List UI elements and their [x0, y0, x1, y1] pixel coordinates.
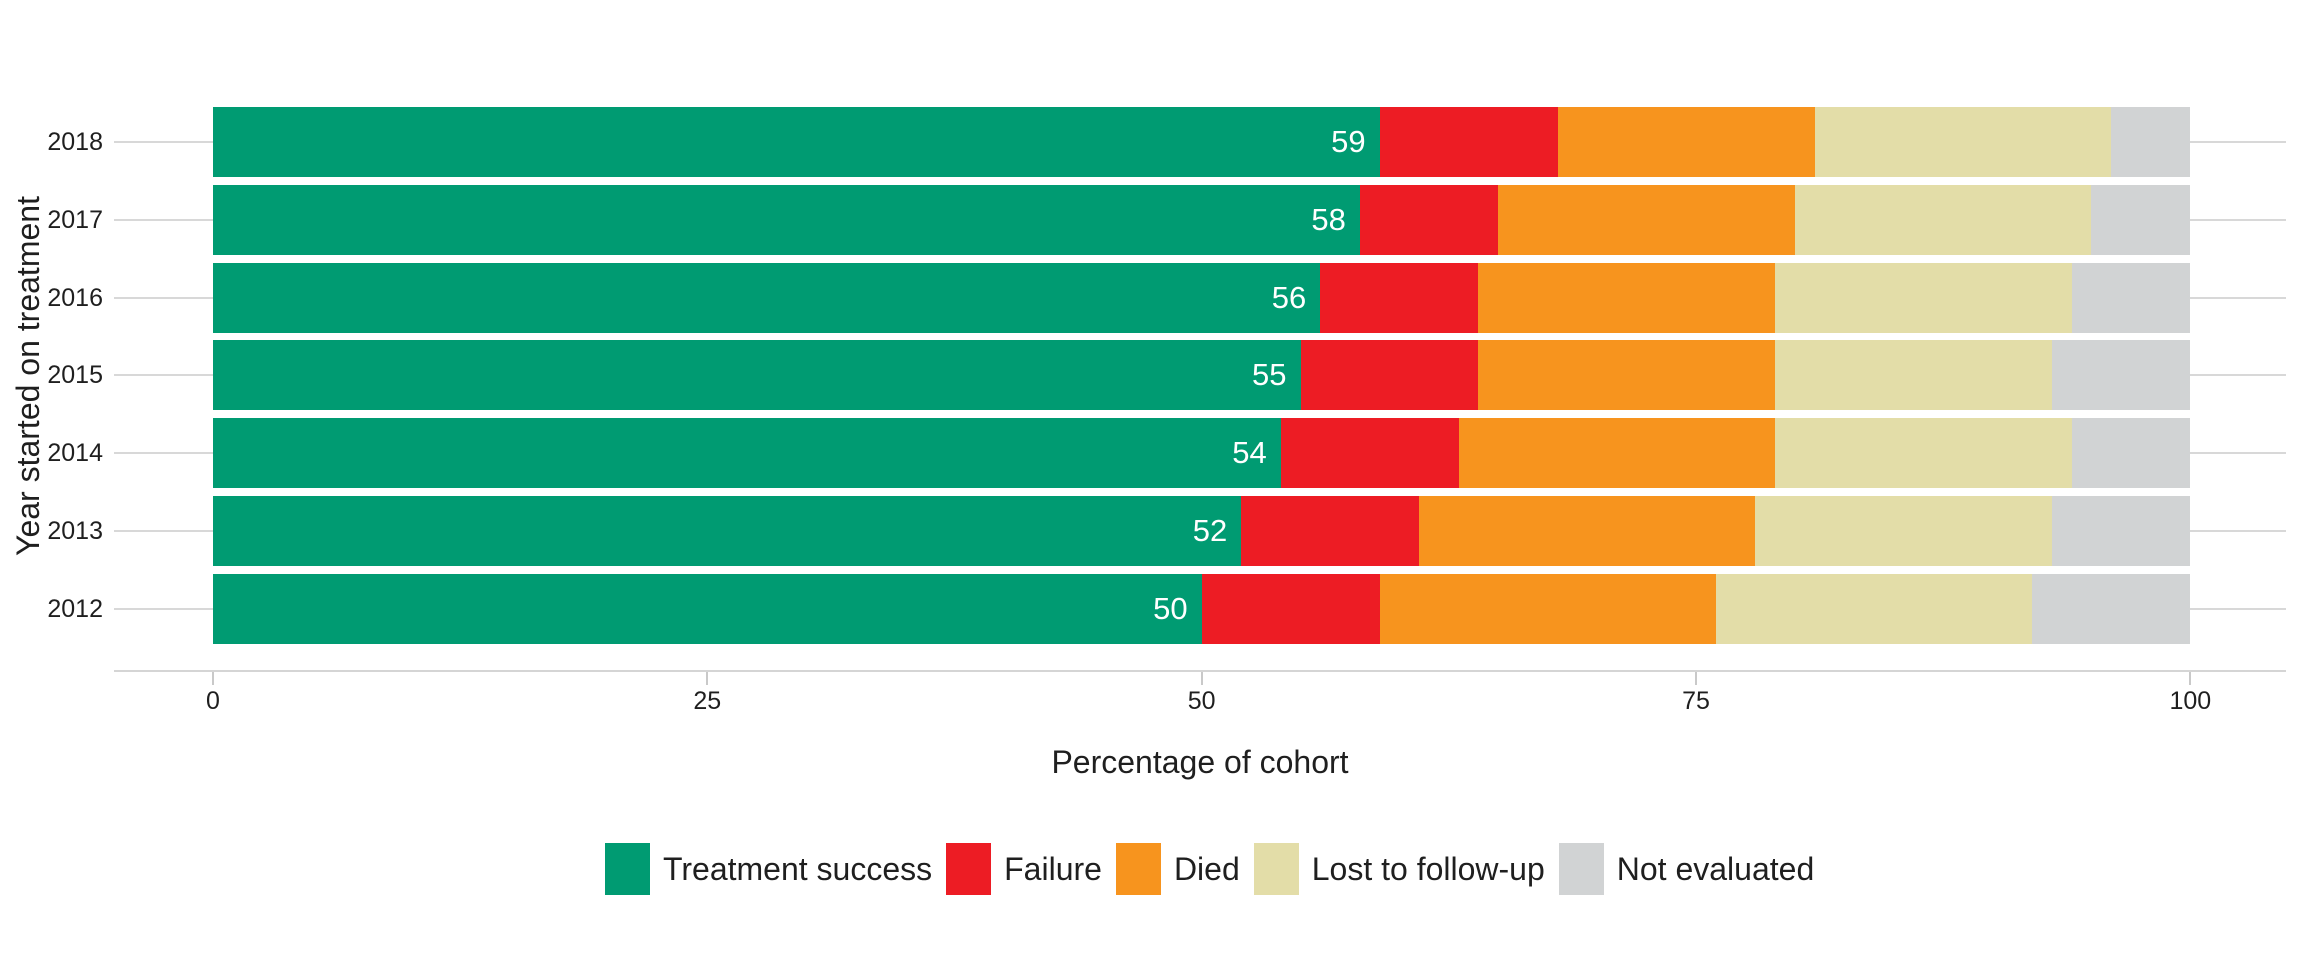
legend-label: Died — [1173, 851, 1240, 887]
bar-segment-died — [1458, 418, 1776, 489]
y-tick-label: 2017 — [47, 205, 103, 234]
legend-item: Failure — [946, 843, 1102, 895]
legend-swatch-died — [1115, 843, 1161, 895]
plot-area: 59 58 56 55 54 52 50 — [114, 80, 2286, 672]
legend: Treatment success Failure Died Lost to foll… — [605, 843, 1814, 895]
bar-segment-treatment-success — [213, 184, 1360, 255]
bar-segment-lost-to-follow-up — [1794, 184, 2092, 255]
bar-segment-died — [1379, 573, 1716, 644]
x-tick-mark — [212, 672, 214, 685]
bar-segment-not-evaluated — [2071, 418, 2191, 489]
x-tick-label: 0 — [206, 687, 220, 715]
bar-segment-not-evaluated — [2032, 573, 2191, 644]
bar-segment-failure — [1359, 184, 1499, 255]
legend-item: Lost to follow-up — [1253, 843, 1545, 895]
bar-segment-treatment-success — [213, 107, 1380, 177]
bar-segment-lost-to-follow-up — [1755, 496, 2052, 566]
legend-item: Treatment success — [605, 843, 932, 895]
bar-segment-failure — [1201, 573, 1380, 644]
bar-segment-lost-to-follow-up — [1715, 573, 2033, 644]
bar-value-label: 54 — [1232, 435, 1267, 471]
bar-segment-failure — [1379, 107, 1558, 177]
bar-segment-treatment-success — [213, 340, 1301, 411]
bar-segment-treatment-success — [213, 262, 1321, 333]
bar-segment-lost-to-follow-up — [1814, 107, 2112, 177]
bar-segment-failure — [1280, 418, 1459, 489]
legend-label: Failure — [1004, 851, 1102, 887]
x-tick-label: 25 — [693, 687, 722, 715]
bar-segment-treatment-success — [213, 418, 1281, 489]
legend-label: Not evaluated — [1616, 851, 1815, 887]
y-tick-label: 2013 — [47, 517, 103, 545]
y-tick-label: 2012 — [47, 594, 103, 623]
x-tick-label: 50 — [1187, 687, 1216, 715]
bar-segment-lost-to-follow-up — [1775, 340, 2052, 411]
bar-value-label: 59 — [1331, 124, 1366, 159]
x-tick-label: 100 — [2169, 687, 2212, 715]
x-axis-title: Percentage of cohort — [1051, 744, 1349, 780]
y-tick-label: 2014 — [47, 439, 103, 468]
bar-segment-died — [1478, 340, 1776, 411]
bar-value-label: 58 — [1311, 201, 1346, 237]
bar-segment-failure — [1241, 496, 1420, 566]
bar-value-label: 56 — [1271, 279, 1307, 315]
bar-segment-not-evaluated — [2051, 340, 2191, 411]
bar-segment-not-evaluated — [2051, 496, 2191, 566]
y-tick-label: 2015 — [47, 361, 103, 390]
x-axis-line — [114, 670, 2286, 672]
legend-swatch-not-evaluated — [1558, 843, 1604, 895]
bar-segment-died — [1557, 107, 1815, 177]
bar-segment-not-evaluated — [2111, 107, 2191, 177]
bar-segment-treatment-success — [213, 573, 1202, 644]
bar-segment-failure — [1320, 262, 1479, 333]
legend-swatch-lost-to-follow-up — [1253, 843, 1299, 895]
bar-segment-died — [1478, 262, 1776, 333]
bar-value-label: 55 — [1252, 357, 1287, 393]
legend-swatch-failure — [946, 843, 992, 895]
legend-item: Died — [1115, 843, 1240, 895]
x-tick-mark — [706, 672, 709, 685]
bar-value-label: 50 — [1153, 590, 1188, 626]
legend-item: Not evaluated — [1558, 843, 1815, 895]
bar-segment-died — [1419, 496, 1756, 566]
x-tick-label: 75 — [1682, 687, 1710, 715]
y-tick-label: 2016 — [47, 283, 103, 312]
legend-swatch-treatment-success — [605, 843, 650, 895]
legend-label: Treatment success — [663, 851, 933, 887]
bar-segment-died — [1498, 184, 1795, 255]
bar-segment-lost-to-follow-up — [1775, 418, 2072, 489]
bar-segment-failure — [1300, 340, 1479, 411]
bar-segment-treatment-success — [213, 496, 1242, 566]
x-tick-mark — [2189, 672, 2192, 685]
x-tick-mark — [1200, 672, 1203, 685]
bar-segment-not-evaluated — [2071, 262, 2191, 333]
x-tick-mark — [1694, 672, 1697, 685]
bar-segment-lost-to-follow-up — [1775, 262, 2072, 333]
legend-label: Lost to follow-up — [1311, 851, 1545, 887]
y-tick-label: 2018 — [47, 128, 103, 156]
bar-segment-not-evaluated — [2091, 184, 2191, 255]
bar-value-label: 52 — [1192, 513, 1228, 548]
